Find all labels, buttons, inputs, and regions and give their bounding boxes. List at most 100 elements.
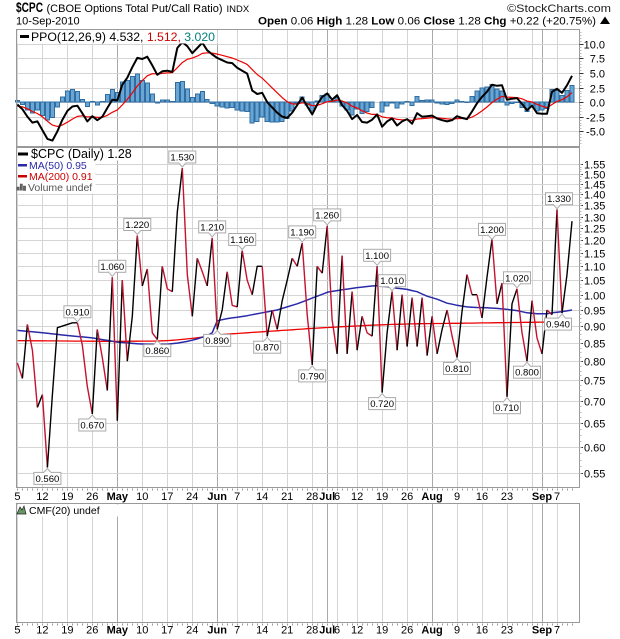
svg-text:1.330: 1.330 bbox=[547, 194, 571, 205]
svg-text:9: 9 bbox=[454, 491, 460, 503]
svg-text:12: 12 bbox=[36, 491, 48, 503]
svg-text:0.95: 0.95 bbox=[584, 306, 605, 318]
svg-text:0.75: 0.75 bbox=[584, 376, 605, 388]
svg-text:19: 19 bbox=[376, 625, 388, 637]
svg-text:-5.0: -5.0 bbox=[586, 127, 605, 139]
svg-text:7: 7 bbox=[234, 491, 240, 503]
svg-text:10.0: 10.0 bbox=[584, 40, 605, 52]
svg-text:Jun: Jun bbox=[207, 491, 227, 503]
svg-text:0.810: 0.810 bbox=[445, 364, 469, 375]
svg-text:26: 26 bbox=[401, 491, 413, 503]
svg-text:1.05: 1.05 bbox=[584, 276, 605, 288]
svg-text:10: 10 bbox=[136, 491, 148, 503]
svg-text:1.020: 1.020 bbox=[505, 273, 529, 284]
svg-text:1.220: 1.220 bbox=[125, 220, 149, 231]
svg-text:PPO(12,26,9) 4.532, 1.512, 3.0: PPO(12,26,9) 4.532, 1.512, 3.020 bbox=[31, 32, 215, 44]
svg-text:0.560: 0.560 bbox=[36, 474, 60, 485]
svg-text:0.0: 0.0 bbox=[590, 98, 605, 110]
svg-text:17: 17 bbox=[161, 625, 173, 637]
svg-text:24: 24 bbox=[186, 625, 198, 637]
svg-text:CMF(20) undef: CMF(20) undef bbox=[29, 505, 100, 517]
svg-text:7.5: 7.5 bbox=[590, 54, 605, 66]
svg-text:©StockCharts.com: ©StockCharts.com bbox=[507, 3, 611, 15]
svg-text:21: 21 bbox=[281, 491, 293, 503]
svg-text:19: 19 bbox=[61, 625, 73, 637]
svg-text:14: 14 bbox=[256, 625, 268, 637]
svg-text:Aug: Aug bbox=[421, 491, 442, 503]
svg-text:0.800: 0.800 bbox=[515, 368, 539, 379]
svg-text:26: 26 bbox=[86, 491, 98, 503]
svg-text:1.200: 1.200 bbox=[480, 225, 504, 236]
svg-text:(CBOE Options Total Put/Call R: (CBOE Options Total Put/Call Ratio) bbox=[47, 3, 223, 15]
svg-text:-2.5: -2.5 bbox=[586, 113, 605, 125]
svg-text:28: 28 bbox=[306, 625, 318, 637]
svg-text:24: 24 bbox=[186, 491, 198, 503]
svg-text:May: May bbox=[107, 491, 129, 503]
svg-text:Open 0.06 High 1.28 Low 0.06 C: Open 0.06 High 1.28 Low 0.06 Close 1.28 … bbox=[258, 16, 596, 28]
svg-text:0.910: 0.910 bbox=[66, 307, 90, 318]
svg-text:2.5: 2.5 bbox=[590, 84, 605, 96]
svg-text:MA(50) 0.95: MA(50) 0.95 bbox=[29, 160, 87, 172]
svg-text:28: 28 bbox=[306, 491, 318, 503]
svg-text:Sep: Sep bbox=[532, 625, 552, 637]
svg-text:Aug: Aug bbox=[421, 625, 442, 637]
svg-text:10-Sep-2010: 10-Sep-2010 bbox=[16, 16, 80, 28]
svg-text:17: 17 bbox=[161, 491, 173, 503]
svg-text:Jul: Jul bbox=[319, 625, 335, 637]
svg-text:12: 12 bbox=[351, 625, 363, 637]
svg-text:0.860: 0.860 bbox=[145, 346, 169, 357]
svg-text:26: 26 bbox=[86, 625, 98, 637]
svg-text:1.45: 1.45 bbox=[584, 180, 605, 192]
svg-text:Volume undef: Volume undef bbox=[28, 182, 92, 194]
svg-text:1.35: 1.35 bbox=[584, 201, 605, 213]
svg-text:0.940: 0.940 bbox=[546, 320, 570, 331]
svg-text:Sep: Sep bbox=[532, 491, 552, 503]
svg-text:1.20: 1.20 bbox=[584, 236, 605, 248]
svg-text:1.060: 1.060 bbox=[100, 262, 124, 273]
svg-text:16: 16 bbox=[476, 625, 488, 637]
svg-text:14: 14 bbox=[256, 491, 268, 503]
svg-text:6: 6 bbox=[334, 625, 340, 637]
svg-text:7: 7 bbox=[554, 625, 560, 637]
svg-text:0.60: 0.60 bbox=[584, 443, 605, 455]
svg-text:Jul: Jul bbox=[319, 491, 335, 503]
svg-text:12: 12 bbox=[36, 625, 48, 637]
svg-text:26: 26 bbox=[401, 625, 413, 637]
svg-text:0.790: 0.790 bbox=[300, 371, 324, 382]
svg-text:1.210: 1.210 bbox=[200, 222, 224, 233]
svg-text:0.80: 0.80 bbox=[584, 357, 605, 369]
svg-text:19: 19 bbox=[61, 491, 73, 503]
svg-text:1.10: 1.10 bbox=[584, 262, 605, 274]
svg-text:5: 5 bbox=[14, 625, 20, 637]
svg-text:$CPC (Daily) 1.28: $CPC (Daily) 1.28 bbox=[31, 147, 132, 161]
svg-text:0.85: 0.85 bbox=[584, 339, 605, 351]
svg-text:1.00: 1.00 bbox=[584, 291, 605, 303]
svg-text:May: May bbox=[107, 625, 129, 637]
svg-text:1.30: 1.30 bbox=[584, 213, 605, 225]
svg-text:MA(200) 0.91: MA(200) 0.91 bbox=[29, 171, 93, 183]
svg-text:1.530: 1.530 bbox=[170, 153, 194, 164]
svg-text:0.55: 0.55 bbox=[584, 469, 605, 481]
svg-text:1.010: 1.010 bbox=[380, 276, 404, 287]
svg-text:0.720: 0.720 bbox=[370, 399, 394, 410]
svg-text:0.710: 0.710 bbox=[495, 403, 519, 414]
svg-text:1.15: 1.15 bbox=[584, 249, 605, 261]
svg-text:1.190: 1.190 bbox=[290, 227, 314, 238]
svg-text:10: 10 bbox=[136, 625, 148, 637]
svg-text:Jun: Jun bbox=[207, 625, 227, 637]
svg-text:0.65: 0.65 bbox=[584, 419, 605, 431]
svg-text:1.260: 1.260 bbox=[315, 210, 339, 221]
svg-text:9: 9 bbox=[454, 625, 460, 637]
svg-text:1.160: 1.160 bbox=[230, 235, 254, 246]
svg-text:1.40: 1.40 bbox=[584, 190, 605, 202]
svg-text:0.870: 0.870 bbox=[255, 343, 279, 354]
svg-text:0.90: 0.90 bbox=[584, 322, 605, 334]
svg-text:1.25: 1.25 bbox=[584, 224, 605, 236]
svg-text:23: 23 bbox=[501, 625, 513, 637]
svg-text:INDX: INDX bbox=[227, 4, 250, 15]
svg-text:$CPC: $CPC bbox=[16, 0, 43, 15]
svg-text:0.890: 0.890 bbox=[205, 336, 229, 347]
svg-text:6: 6 bbox=[334, 491, 340, 503]
svg-text:7: 7 bbox=[234, 625, 240, 637]
svg-text:7: 7 bbox=[554, 491, 560, 503]
